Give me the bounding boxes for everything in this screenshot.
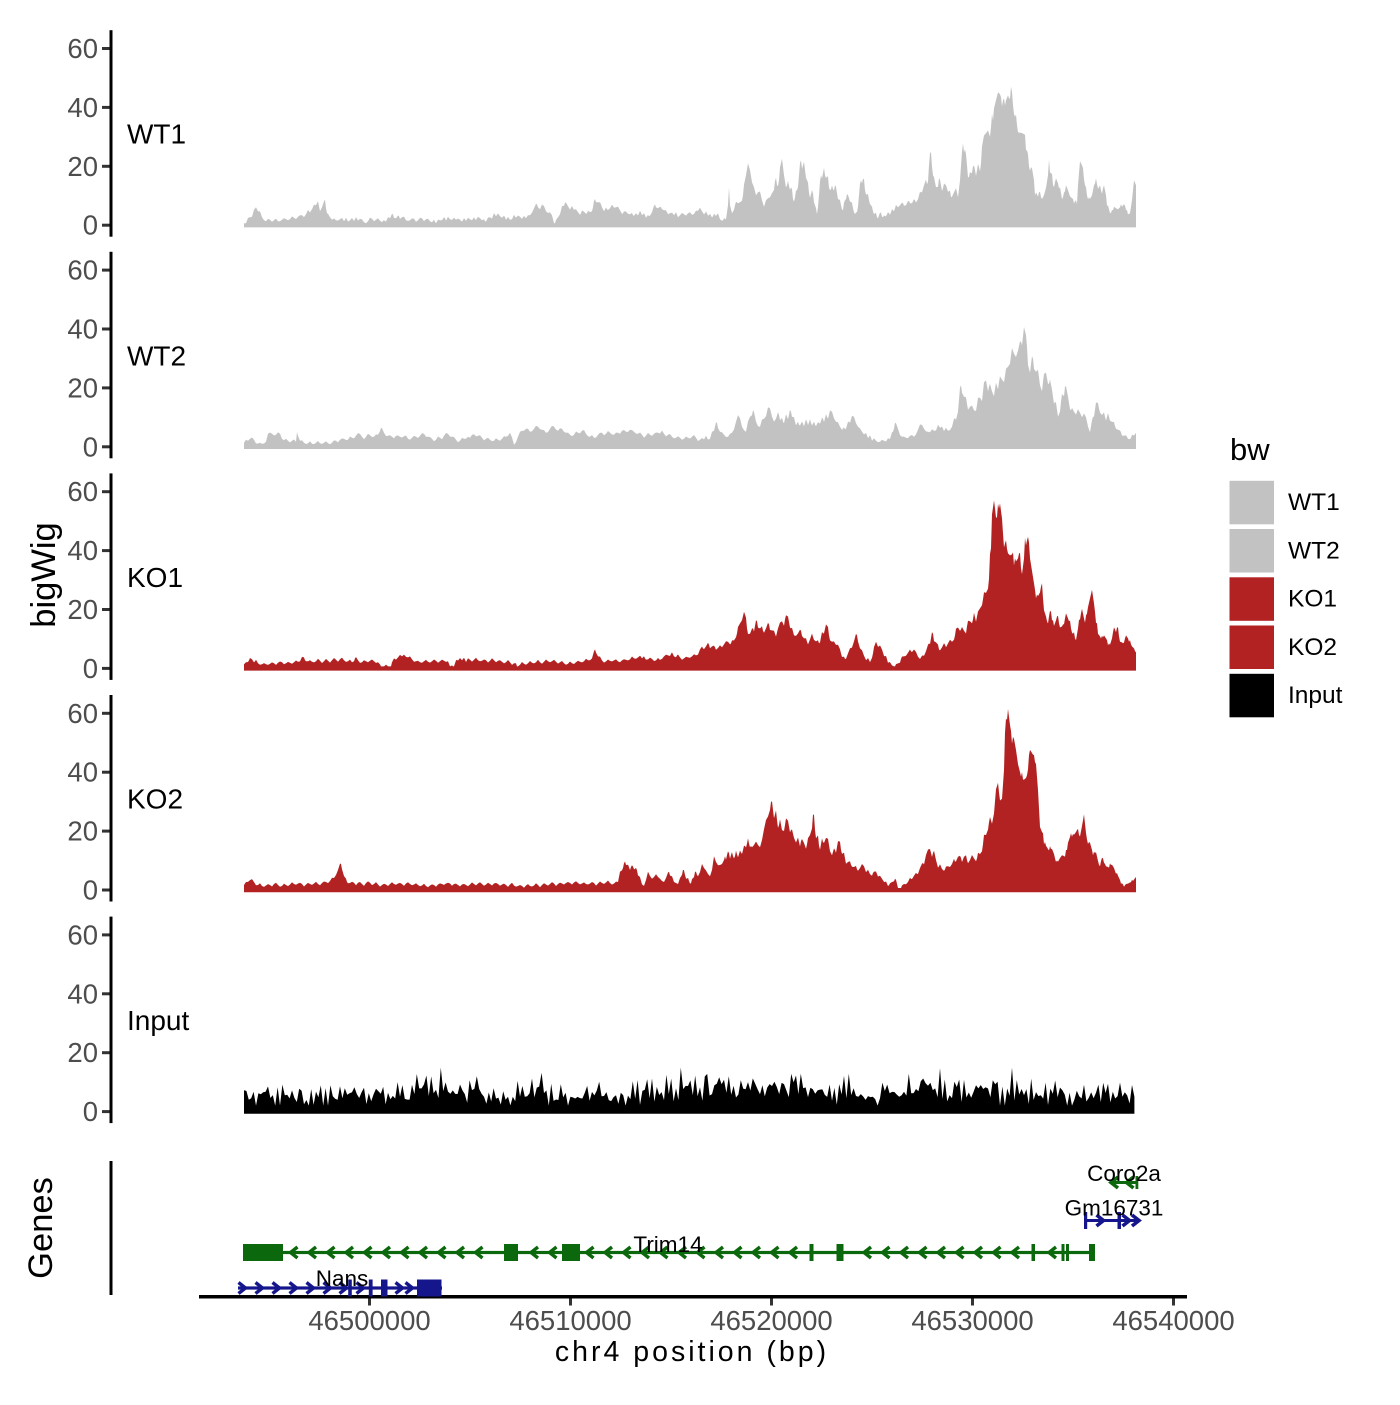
svg-text:60: 60 xyxy=(67,698,98,729)
svg-text:20: 20 xyxy=(67,594,98,625)
svg-text:46530000: 46530000 xyxy=(911,1305,1033,1336)
svg-text:60: 60 xyxy=(67,255,98,286)
svg-text:KO1: KO1 xyxy=(127,562,183,593)
svg-text:46520000: 46520000 xyxy=(710,1305,832,1336)
svg-text:0: 0 xyxy=(83,875,98,906)
svg-text:60: 60 xyxy=(67,476,98,507)
svg-text:Coro2a: Coro2a xyxy=(1087,1161,1161,1186)
svg-text:bigWig: bigWig xyxy=(25,522,63,627)
svg-text:20: 20 xyxy=(67,1037,98,1068)
svg-text:bw: bw xyxy=(1230,432,1270,467)
svg-text:60: 60 xyxy=(67,33,98,64)
svg-text:KO1: KO1 xyxy=(1288,586,1337,613)
svg-text:40: 40 xyxy=(67,92,98,123)
svg-text:KO2: KO2 xyxy=(127,784,183,815)
svg-text:Input: Input xyxy=(127,1005,189,1036)
svg-text:WT2: WT2 xyxy=(127,340,186,371)
svg-text:40: 40 xyxy=(67,314,98,345)
svg-text:20: 20 xyxy=(67,372,98,403)
svg-text:KO2: KO2 xyxy=(1288,634,1337,661)
svg-text:60: 60 xyxy=(67,919,98,950)
svg-text:WT1: WT1 xyxy=(127,119,186,150)
svg-text:Genes: Genes xyxy=(22,1177,60,1279)
svg-text:Gm16731: Gm16731 xyxy=(1065,1196,1164,1221)
svg-text:0: 0 xyxy=(83,431,98,462)
svg-text:0: 0 xyxy=(83,210,98,241)
svg-text:0: 0 xyxy=(83,1096,98,1127)
svg-text:40: 40 xyxy=(67,757,98,788)
svg-text:Input: Input xyxy=(1288,682,1343,709)
svg-text:Trim14: Trim14 xyxy=(633,1232,702,1257)
svg-text:46500000: 46500000 xyxy=(308,1305,430,1336)
svg-text:Nans: Nans xyxy=(316,1266,369,1291)
svg-text:40: 40 xyxy=(67,978,98,1009)
svg-text:20: 20 xyxy=(67,151,98,182)
svg-text:46510000: 46510000 xyxy=(509,1305,631,1336)
svg-text:20: 20 xyxy=(67,816,98,847)
svg-text:0: 0 xyxy=(83,653,98,684)
svg-text:WT2: WT2 xyxy=(1288,537,1340,564)
svg-text:46540000: 46540000 xyxy=(1112,1305,1234,1336)
svg-text:40: 40 xyxy=(67,535,98,566)
svg-text:WT1: WT1 xyxy=(1288,489,1340,516)
svg-text:chr4 position (bp): chr4 position (bp) xyxy=(555,1336,829,1368)
